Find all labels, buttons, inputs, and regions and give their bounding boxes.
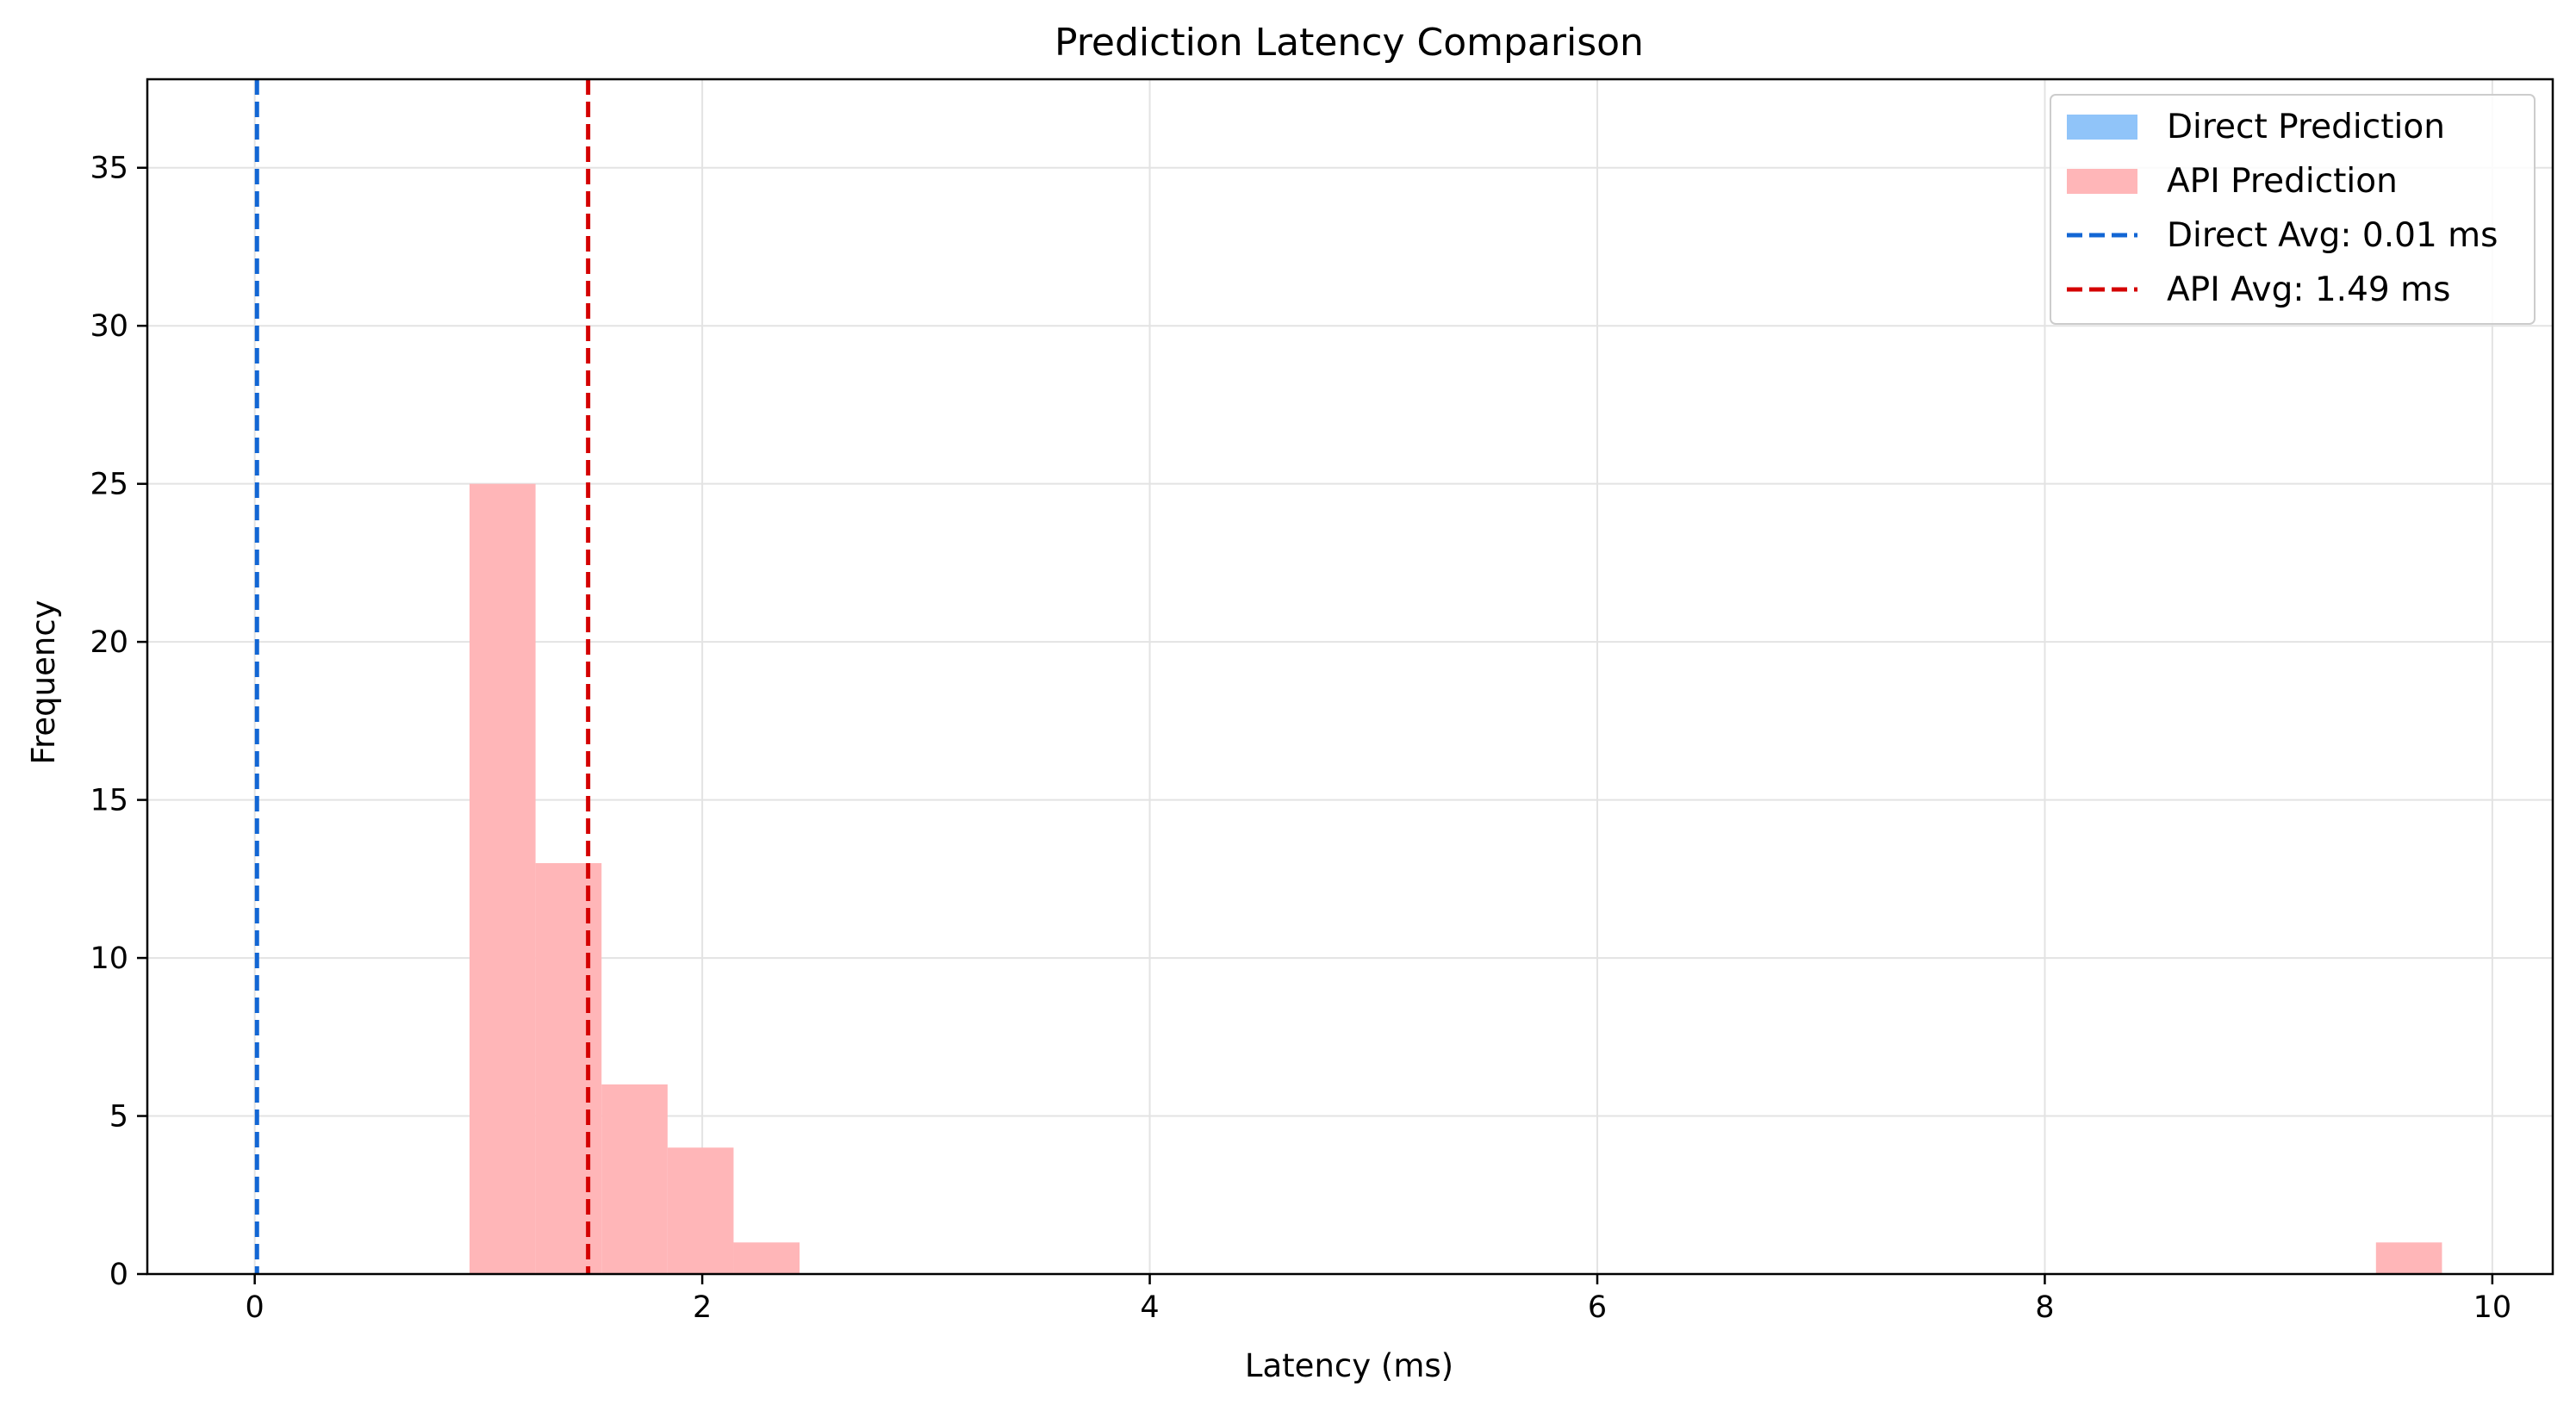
average-lines [254, 79, 591, 1274]
y-tick-label: 35 [90, 152, 128, 186]
plot-frame [146, 78, 2554, 1276]
y-tick-label: 5 [109, 1100, 128, 1134]
legend-box [2050, 94, 2536, 325]
chart-title: Prediction Latency Comparison [1055, 21, 1644, 65]
x-tick-label: 10 [2473, 1290, 2512, 1325]
y-axis-label: Frequency [25, 600, 62, 764]
histogram-bar-api-prediction [601, 1084, 668, 1274]
y-tick-label: 15 [90, 784, 128, 818]
histogram-bar-api-prediction [535, 862, 602, 1274]
legend-label-direct-prediction: Direct Prediction [2167, 108, 2445, 146]
legend-swatch-api-prediction [2067, 169, 2137, 194]
legend-swatch-direct-prediction [2067, 115, 2137, 140]
x-tick-label: 6 [1588, 1290, 1607, 1325]
histogram-bars [469, 483, 2442, 1274]
x-tick-label: 8 [2035, 1290, 2054, 1325]
y-tick-label: 0 [109, 1258, 128, 1292]
legend-label-api-avg: API Avg: 1.49 ms [2167, 270, 2450, 309]
y-tick-label: 20 [90, 625, 128, 660]
histogram-bar-api-prediction [469, 483, 536, 1274]
x-axis-ticks: 0 2 4 6 8 10 [246, 1274, 2512, 1325]
y-tick-label: 30 [90, 309, 128, 344]
legend-label-direct-avg: Direct Avg: 0.01 ms [2167, 216, 2498, 255]
x-tick-label: 0 [246, 1290, 264, 1325]
legend: Direct Prediction API Prediction Direct … [2050, 94, 2536, 325]
histogram-bar-api-prediction [667, 1147, 734, 1274]
histogram-bar-api-prediction [733, 1242, 800, 1274]
y-axis-ticks: 0 5 10 15 20 25 30 35 [90, 152, 147, 1292]
y-tick-label: 25 [90, 468, 128, 502]
x-tick-label: 2 [693, 1290, 712, 1325]
x-axis-label: Latency (ms) [1245, 1347, 1453, 1384]
y-tick-label: 10 [90, 942, 128, 976]
x-tick-label: 4 [1140, 1290, 1159, 1325]
histogram-bar-api-prediction [2375, 1242, 2442, 1274]
legend-label-api-prediction: API Prediction [2167, 162, 2398, 201]
